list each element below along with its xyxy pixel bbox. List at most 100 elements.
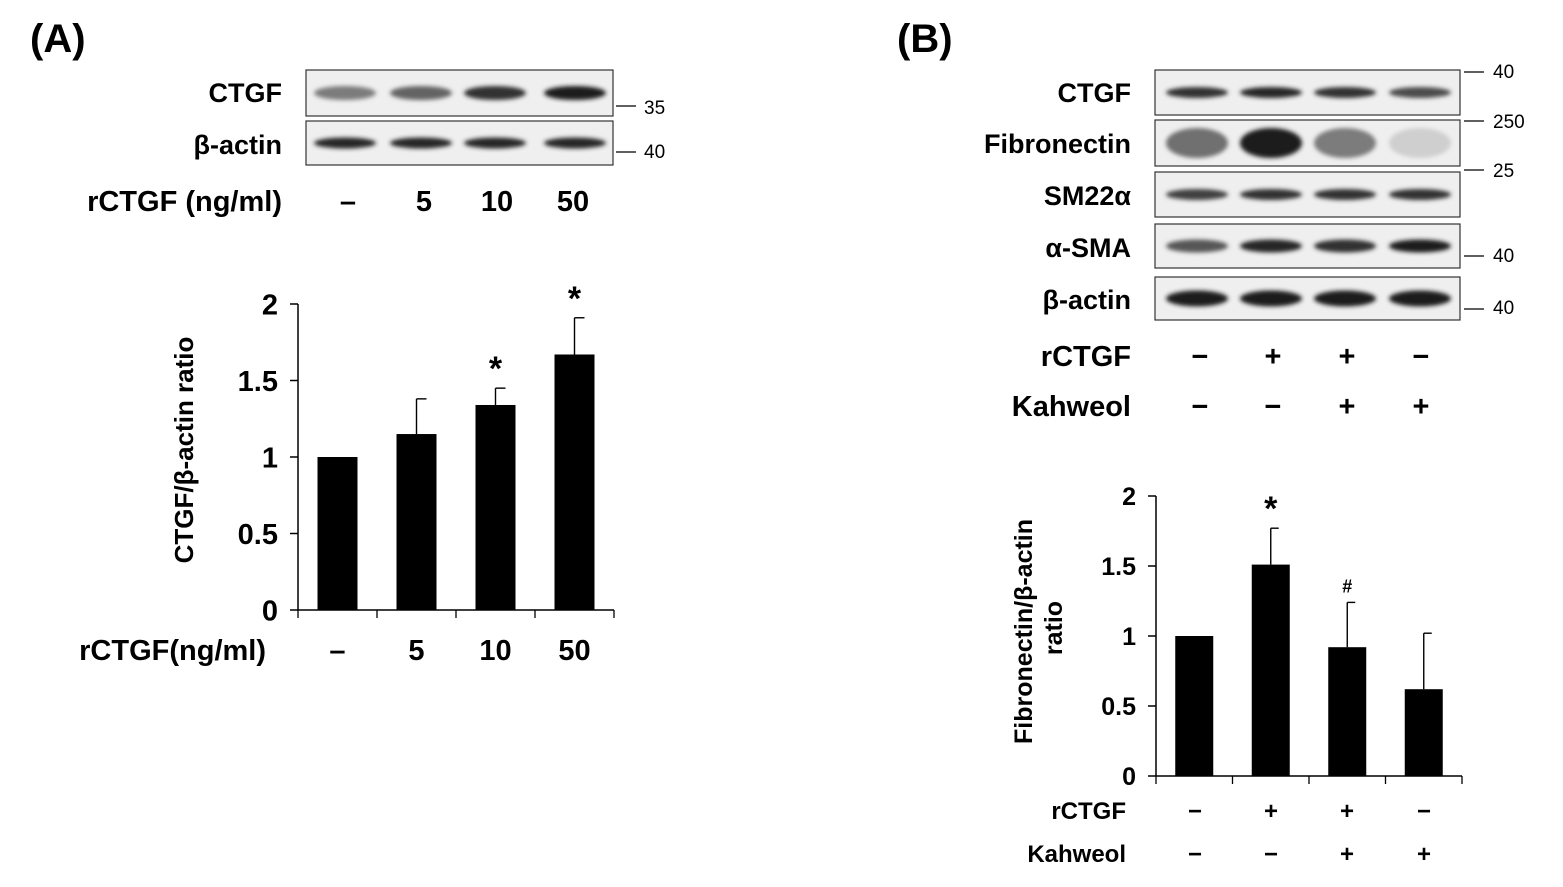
- blot-b-band-r5-l3: [1314, 290, 1376, 307]
- chart-b-kahweol-4: +: [1417, 841, 1431, 868]
- blot-a-mw-ctgf: 35: [644, 98, 665, 119]
- chart-b-ytick-label-1: 0.5: [1101, 693, 1136, 721]
- chart-b-ytick-label-2: 1: [1122, 623, 1136, 651]
- chart-a-significance-4: *: [568, 280, 582, 318]
- chart-b-bar-4: [1404, 689, 1443, 776]
- chart-a-xtick-label-4: 50: [558, 635, 590, 667]
- chart-b-rctgf-label: rCTGF: [1051, 798, 1126, 825]
- chart-b-kahweol-label: Kahweol: [1027, 841, 1126, 868]
- blot-b-rctgf-4: −: [1413, 341, 1430, 373]
- blot-b-band-r2-l4: [1389, 128, 1451, 158]
- blot-b-rctgf-1: −: [1192, 341, 1209, 373]
- chart-a: 0 0.5 1 1.5 2 – 5 * 10 * 50: [238, 280, 615, 667]
- blot-b-rctgf-label: rCTGF: [1041, 341, 1131, 373]
- blot-b-mw-sm22a: 25: [1493, 161, 1514, 182]
- chart-a-xtick-label-2: 5: [408, 635, 424, 667]
- blot-b-band-r5-l4: [1389, 290, 1451, 307]
- blot-b-band-r1-l4: [1389, 87, 1451, 98]
- chart-b-bar-3: [1328, 647, 1367, 776]
- chart-a-bar-2: [396, 434, 437, 610]
- blot-b-band-r3-l2: [1240, 189, 1302, 200]
- panel-b-label: (B): [897, 17, 953, 61]
- chart-a-ytick-label-3: 1.5: [238, 366, 278, 398]
- blot-b-kahweol-3: +: [1339, 391, 1356, 423]
- blot-b: [1154, 69, 1484, 321]
- blot-b-mw-fibronectin: 250: [1493, 112, 1525, 133]
- chart-b-kahweol-2: −: [1264, 841, 1278, 868]
- chart-b-ytick-label-0: 0: [1122, 763, 1136, 791]
- blot-b-band-r4-l3: [1314, 239, 1376, 253]
- chart-a-ytick-label-1: 0.5: [238, 519, 278, 551]
- blot-b-band-r4-l2: [1240, 239, 1302, 253]
- blot-b-row-label-sm22a: SM22α: [1044, 181, 1132, 211]
- blot-b-row-label-ctgf: CTGF: [1058, 78, 1132, 108]
- blot-b-band-r2-l1: [1166, 128, 1228, 158]
- blot-a-cond-2: 5: [416, 186, 432, 218]
- chart-a-ytick-label-4: 2: [262, 289, 278, 321]
- chart-a-significance-3: *: [489, 350, 503, 388]
- blot-a-condition-label: rCTGF (ng/ml): [87, 186, 282, 218]
- chart-a-bar-1: [317, 457, 358, 610]
- blot-a-band-r1-l3: [464, 86, 526, 100]
- chart-b-bar-1: [1175, 636, 1214, 776]
- chart-b-kahweol-3: +: [1340, 841, 1354, 868]
- chart-a-ytick-label-0: 0: [262, 595, 278, 627]
- panel-a-label: (A): [30, 17, 86, 61]
- chart-b-rctgf-3: +: [1340, 798, 1354, 825]
- blot-b-rctgf-2: +: [1265, 341, 1282, 373]
- chart-b-ylabel-line-1: Fibronectin/β-actin: [1010, 519, 1038, 744]
- chart-a-xlabel: rCTGF(ng/ml): [79, 635, 266, 667]
- chart-b-ylabel-line-2: ratio: [1040, 601, 1068, 655]
- blot-b-band-r1-l3: [1314, 87, 1376, 98]
- chart-b-bar-2: [1251, 564, 1290, 776]
- blot-b-band-r5-l2: [1240, 290, 1302, 307]
- chart-b-rctgf-1: −: [1188, 798, 1202, 825]
- blot-b-band-r4-l1: [1166, 239, 1228, 253]
- chart-a-ylabel: CTGF/β-actin ratio: [169, 337, 199, 564]
- chart-b-rctgf-4: −: [1417, 798, 1431, 825]
- blot-a-mw-beta-actin: 40: [644, 142, 665, 163]
- blot-b-mw-beta-actin: 40: [1493, 298, 1514, 319]
- blot-a-row-label-ctgf: CTGF: [209, 78, 283, 108]
- chart-a-bar-4: [554, 354, 595, 610]
- blot-a-cond-3: 10: [481, 186, 513, 218]
- blot-a-band-r2-l1: [314, 137, 376, 149]
- chart-a-xtick-label-3: 10: [479, 635, 511, 667]
- chart-b-rctgf-2: +: [1264, 798, 1278, 825]
- chart-b-significance-2: *: [1264, 490, 1278, 528]
- blot-b-kahweol-2: −: [1265, 391, 1282, 423]
- blot-a-band-r1-l4: [544, 86, 606, 100]
- blot-a-band-r2-l2: [390, 137, 452, 149]
- chart-a-bar-3: [475, 404, 516, 610]
- blot-b-kahweol-label: Kahweol: [1012, 391, 1131, 423]
- blot-b-band-r2-l3: [1314, 128, 1376, 158]
- chart-b-significance-3: #: [1342, 576, 1352, 596]
- blot-b-band-r3-l4: [1389, 189, 1451, 200]
- blot-a-band-r1-l2: [390, 86, 452, 100]
- blot-b-band-r1-l1: [1166, 87, 1228, 98]
- blot-b-kahweol-1: −: [1192, 391, 1209, 423]
- blot-b-row-label-fibronectin: Fibronectin: [984, 129, 1131, 159]
- blot-a-cond-1: –: [340, 186, 356, 218]
- blot-a-band-r2-l4: [544, 137, 606, 149]
- blot-b-row-label-beta-actin: β-actin: [1043, 285, 1132, 315]
- chart-a-xtick-label-1: –: [329, 635, 345, 667]
- chart-b-kahweol-1: −: [1188, 841, 1202, 868]
- blot-a: [305, 69, 636, 166]
- chart-a-ytick-label-2: 1: [262, 442, 278, 474]
- blot-b-band-r3-l1: [1166, 189, 1228, 200]
- blot-b-band-r5-l1: [1166, 290, 1228, 307]
- chart-b-ytick-label-3: 1.5: [1101, 553, 1136, 581]
- blot-b-row-label-a-sma: α-SMA: [1045, 233, 1131, 263]
- blot-b-rctgf-3: +: [1339, 341, 1356, 373]
- blot-b-band-r4-l4: [1389, 239, 1451, 253]
- blot-b-mw-ctgf: 40: [1493, 62, 1514, 83]
- chart-b-ytick-label-4: 2: [1122, 483, 1136, 511]
- chart-b-ylabel: Fibronectin/β-actin ratio: [1010, 512, 1068, 744]
- blot-a-band-r1-l1: [314, 86, 376, 100]
- blot-b-band-r3-l3: [1314, 189, 1376, 200]
- blot-b-band-r2-l2: [1240, 128, 1302, 158]
- chart-b: 0 0.5 1 1.5 2 * #: [1101, 483, 1463, 791]
- blot-a-band-r2-l3: [464, 137, 526, 149]
